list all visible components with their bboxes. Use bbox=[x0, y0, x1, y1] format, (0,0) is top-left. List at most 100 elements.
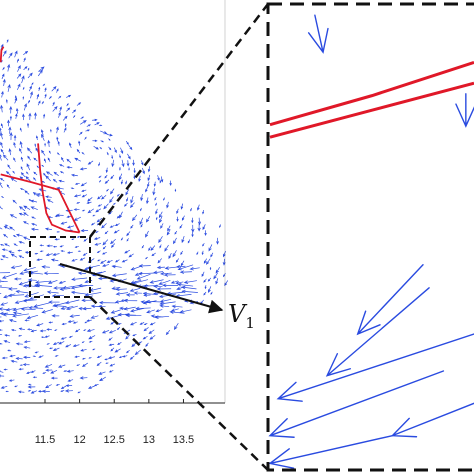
field-arrow bbox=[36, 93, 40, 100]
field-arrow bbox=[65, 344, 72, 348]
field-arrow bbox=[58, 95, 62, 99]
field-arrow bbox=[48, 300, 60, 304]
field-arrow bbox=[52, 178, 58, 183]
field-arrow bbox=[33, 177, 37, 181]
field-arrow bbox=[54, 355, 59, 357]
field-arrow bbox=[202, 224, 206, 231]
field-arrow bbox=[111, 155, 114, 160]
field-arrow bbox=[73, 208, 80, 211]
field-arrow bbox=[42, 83, 46, 87]
field-arrow bbox=[71, 173, 78, 177]
field-arrow bbox=[0, 258, 4, 261]
field-arrow bbox=[120, 179, 123, 185]
field-arrow bbox=[125, 293, 135, 297]
field-arrow bbox=[0, 334, 3, 336]
field-arrow bbox=[56, 136, 59, 142]
field-arrow bbox=[53, 171, 59, 176]
field-arrow bbox=[60, 337, 67, 340]
field-arrow bbox=[86, 319, 92, 322]
field-arrow bbox=[26, 147, 32, 154]
v1-pointer: V1 bbox=[59, 263, 255, 332]
field-arrow bbox=[23, 57, 26, 62]
field-arrow bbox=[95, 230, 99, 233]
field-arrow bbox=[82, 252, 88, 256]
field-arrow bbox=[0, 343, 3, 345]
field-arrow bbox=[22, 113, 25, 121]
field-arrow bbox=[147, 174, 151, 182]
field-arrow bbox=[34, 351, 39, 354]
field-arrow bbox=[71, 238, 75, 241]
field-arrow bbox=[155, 309, 163, 313]
field-arrow bbox=[118, 173, 123, 181]
field-arrow bbox=[76, 102, 82, 106]
field-arrow bbox=[33, 112, 37, 120]
field-arrow bbox=[140, 193, 144, 202]
field-arrow bbox=[15, 289, 29, 294]
field-arrow bbox=[175, 264, 186, 269]
field-arrow bbox=[41, 180, 45, 183]
field-arrow bbox=[156, 287, 172, 291]
field-arrow bbox=[9, 214, 17, 219]
field-arrow bbox=[33, 157, 38, 162]
field-arrow bbox=[80, 120, 87, 125]
field-arrow bbox=[16, 58, 19, 63]
field-arrow bbox=[3, 340, 11, 343]
field-arrow bbox=[25, 175, 31, 182]
field-arrow bbox=[189, 267, 200, 271]
field-arrow bbox=[150, 245, 156, 251]
field-arrow bbox=[109, 225, 115, 228]
field-arrow bbox=[87, 160, 94, 165]
field-arrow bbox=[50, 258, 59, 262]
field-arrow bbox=[41, 265, 50, 269]
field-arrow bbox=[52, 253, 60, 256]
field-arrow bbox=[50, 370, 58, 374]
field-arrow bbox=[114, 147, 117, 154]
field-arrow bbox=[77, 391, 81, 394]
field-arrow bbox=[77, 271, 87, 275]
field-arrow bbox=[36, 323, 44, 327]
field-arrow bbox=[76, 148, 81, 154]
field-arrow bbox=[108, 138, 111, 141]
x-axis: 11.5 12 12.5 13 13.5 bbox=[0, 0, 226, 446]
field-arrow bbox=[181, 289, 199, 294]
field-arrow bbox=[106, 188, 109, 192]
field-arrow bbox=[23, 340, 31, 344]
field-arrow bbox=[1, 196, 4, 198]
field-arrow bbox=[15, 113, 18, 119]
field-arrow bbox=[100, 130, 108, 135]
field-arrow bbox=[74, 355, 80, 358]
field-arrow bbox=[71, 258, 78, 262]
field-arrow bbox=[126, 197, 129, 202]
field-arrow bbox=[86, 124, 91, 127]
field-arrow bbox=[1, 255, 9, 259]
v1-pointer-arrow bbox=[59, 263, 224, 314]
field-arrow bbox=[0, 123, 4, 129]
field-arrow bbox=[222, 258, 226, 266]
field-arrow bbox=[0, 374, 5, 378]
field-arrow bbox=[71, 277, 88, 281]
field-arrow bbox=[20, 307, 36, 311]
field-arrow bbox=[167, 225, 171, 232]
field-arrow bbox=[115, 287, 128, 292]
field-arrow bbox=[27, 67, 30, 71]
field-arrow bbox=[61, 322, 67, 326]
field-arrow bbox=[27, 328, 32, 331]
field-arrow bbox=[83, 238, 88, 242]
field-arrow bbox=[58, 111, 61, 118]
field-arrow bbox=[171, 304, 183, 309]
field-arrow bbox=[32, 376, 38, 379]
field-arrow bbox=[166, 229, 171, 236]
field-arrow bbox=[108, 330, 116, 334]
field-arrow bbox=[48, 150, 51, 154]
field-arrow bbox=[57, 140, 60, 146]
field-arrow bbox=[45, 368, 53, 372]
field-arrow bbox=[209, 267, 212, 271]
field-arrow bbox=[66, 158, 71, 163]
field-arrow bbox=[81, 194, 88, 198]
field-arrow bbox=[216, 237, 219, 245]
field-arrow bbox=[56, 88, 59, 93]
field-arrow bbox=[222, 250, 226, 258]
field-arrow bbox=[98, 300, 116, 305]
field-arrow bbox=[106, 133, 113, 137]
inset-border bbox=[266, 2, 474, 472]
